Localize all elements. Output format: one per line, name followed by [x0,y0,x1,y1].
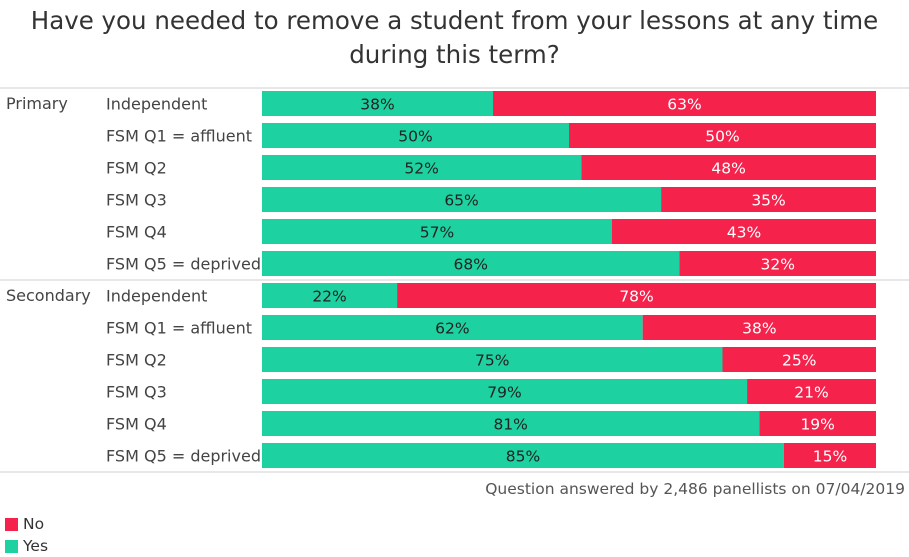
bar-no-secondary-4 [759,411,876,436]
category-label-primary-5: FSM Q5 = deprived [106,255,261,274]
legend-label-no: No [23,515,45,533]
bar-no-secondary-0 [397,283,876,308]
value-label-yes-secondary-5: 85% [506,448,540,466]
category-label-primary-2: FSM Q2 [106,159,167,178]
value-label-yes-secondary-2: 75% [475,352,509,370]
bar-yes-primary-2 [262,155,582,180]
value-label-yes-secondary-3: 79% [487,384,521,402]
legend: No Yes [5,513,48,557]
bar-yes-primary-1 [262,123,569,148]
value-label-no-primary-1: 50% [705,128,739,146]
bar-yes-secondary-4 [262,411,760,436]
legend-swatch-yes [5,539,18,553]
value-label-yes-primary-1: 50% [398,128,432,146]
value-label-no-secondary-1: 38% [742,320,776,338]
bar-yes-secondary-1 [262,315,643,340]
value-label-yes-primary-3: 65% [444,192,478,210]
value-label-no-primary-4: 43% [727,224,761,242]
category-label-primary-4: FSM Q4 [106,223,167,242]
bar-yes-secondary-2 [262,347,723,372]
group-label-secondary: Secondary [6,286,91,305]
legend-swatch-no [5,517,18,531]
category-label-secondary-4: FSM Q4 [106,415,167,434]
bar-no-primary-5 [679,251,876,276]
bar-yes-secondary-3 [262,379,748,404]
value-label-no-primary-3: 35% [751,192,785,210]
bar-no-primary-0 [493,91,876,116]
bar-no-secondary-3 [747,379,876,404]
category-label-secondary-5: FSM Q5 = deprived [106,447,261,466]
bar-yes-secondary-0 [262,283,398,308]
legend-item-no: No [5,513,48,535]
bar-yes-primary-5 [262,251,680,276]
value-label-no-secondary-3: 21% [794,384,828,402]
bar-no-primary-3 [661,187,876,212]
value-label-no-secondary-4: 19% [800,416,834,434]
legend-item-yes: Yes [5,535,48,557]
category-label-primary-1: FSM Q1 = affluent [106,127,252,146]
value-label-no-secondary-2: 25% [782,352,816,370]
value-label-no-primary-0: 63% [667,96,701,114]
bar-yes-secondary-5 [262,443,784,468]
value-label-yes-secondary-1: 62% [435,320,469,338]
bar-no-primary-4 [611,219,876,244]
value-label-yes-primary-0: 38% [360,96,394,114]
bar-no-secondary-1 [642,315,876,340]
group-label-primary: Primary [6,94,68,113]
bar-yes-primary-0 [262,91,494,116]
bar-yes-primary-3 [262,187,662,212]
bar-no-primary-2 [581,155,876,180]
category-label-secondary-1: FSM Q1 = affluent [106,319,252,338]
bar-no-primary-1 [569,123,876,148]
value-label-yes-secondary-4: 81% [493,416,527,434]
value-label-yes-primary-5: 68% [454,256,488,274]
value-label-no-primary-2: 48% [711,160,745,178]
bar-yes-primary-4 [262,219,612,244]
category-label-primary-0: Independent [106,95,207,114]
category-label-secondary-2: FSM Q2 [106,351,167,370]
value-label-yes-primary-4: 57% [420,224,454,242]
footnote: Question answered by 2,486 panellists on… [485,480,905,498]
chart-title: Have you needed to remove a student from… [30,6,879,69]
value-label-yes-primary-2: 52% [404,160,438,178]
category-label-secondary-0: Independent [106,287,207,306]
legend-label-yes: Yes [23,537,49,555]
value-label-no-secondary-5: 15% [813,448,847,466]
category-label-secondary-3: FSM Q3 [106,383,167,402]
value-label-yes-secondary-0: 22% [312,288,346,306]
bar-no-secondary-5 [783,443,876,468]
value-label-no-secondary-0: 78% [619,288,653,306]
category-label-primary-3: FSM Q3 [106,191,167,210]
value-label-no-primary-5: 32% [761,256,795,274]
bar-no-secondary-2 [722,347,876,372]
